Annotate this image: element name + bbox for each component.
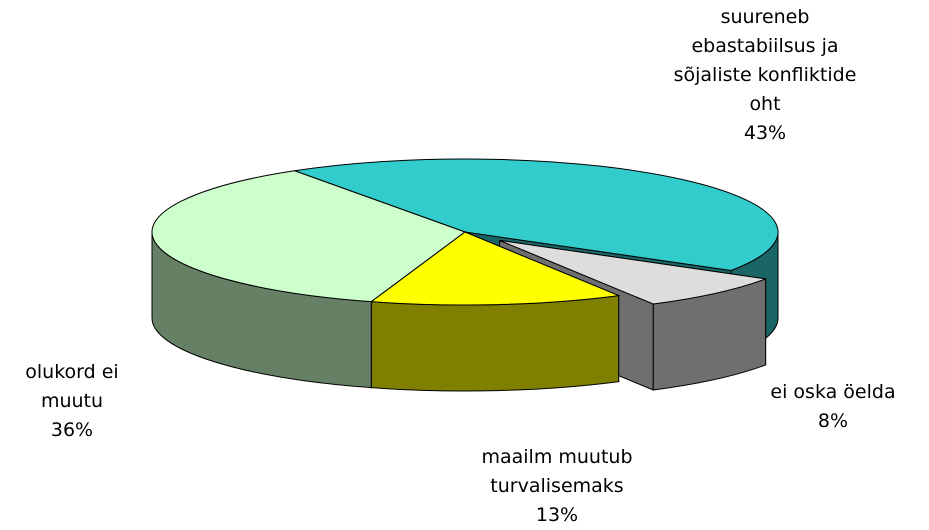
- slice-label: olukord ei muutu 36%: [7, 358, 137, 445]
- slice-category-label: olukord ei muutu: [25, 361, 119, 412]
- slice: [294, 158, 779, 271]
- slice: [151, 170, 467, 303]
- slice-label: maailm muutub turvalisemaks 13%: [462, 443, 652, 530]
- slice: [499, 239, 766, 305]
- slice-label: ei oska öelda 8%: [753, 378, 913, 436]
- slice-value-label: 13%: [535, 504, 579, 526]
- slice-label: suureneb ebastabiilsus ja sõjaliste konf…: [673, 3, 858, 148]
- slice-value-label: 8%: [817, 410, 849, 432]
- slice-value-label: 43%: [743, 122, 787, 144]
- slice-outer-side: [370, 295, 620, 392]
- slice: [370, 231, 621, 306]
- slice-category-label: ei oska öelda: [770, 381, 896, 403]
- slice-value-label: 36%: [50, 419, 94, 441]
- slice-category-label: suureneb ebastabiilsus ja sõjaliste konf…: [673, 6, 857, 115]
- slice-category-label: maailm muutub turvalisemaks: [481, 446, 633, 497]
